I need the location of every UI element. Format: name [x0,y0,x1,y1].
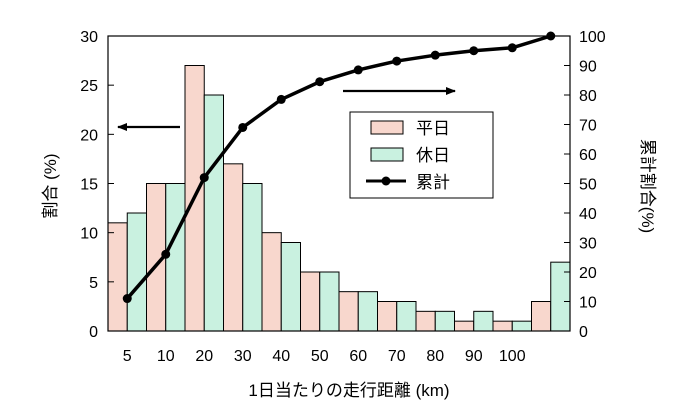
bar-holiday-10 [473,310,494,332]
bar-weekday-12 [531,301,552,332]
left-tick-label: 20 [80,127,98,144]
cumulative-point-11 [507,43,517,53]
bars-layer [107,65,571,332]
legend: 平日 休日 累計 [349,111,494,199]
legend-label-holiday: 休日 [416,146,450,165]
x-tick-label: 50 [311,348,329,365]
bar-holiday-3 [203,94,224,332]
bar-holiday-4 [242,183,263,332]
bar-holiday-5 [280,242,301,332]
x-tick-label: 5 [123,348,132,365]
legend-label-cumulative: 累計 [416,173,450,192]
bar-weekday-1 [107,222,128,332]
right-tick-label: 20 [579,265,597,282]
x-tick-label: 20 [195,348,213,365]
x-tick-label: 60 [349,348,367,365]
right-tick-label: 30 [579,236,597,253]
x-axis-title: 1日当たりの走行距離 (km) [248,381,449,400]
left-tick-label: 30 [80,29,98,46]
cumulative-point-3 [199,173,209,183]
bar-holiday-7 [357,291,378,332]
right-axis: 0 10 20 30 40 50 60 70 80 90 100 [564,29,606,341]
bar-holiday-6 [319,271,340,332]
bar-weekday-9 [415,310,436,332]
right-tick-label: 80 [579,88,597,105]
x-tick-label: 10 [157,348,175,365]
bar-weekday-8 [377,301,398,332]
bar-holiday-8 [396,301,417,332]
legend-label-weekday: 平日 [416,119,450,138]
bar-holiday-11 [511,320,532,332]
right-tick-label: 50 [579,177,597,194]
cumulative-point-7 [353,65,363,75]
x-tick-label: 40 [272,348,290,365]
cumulative-line-layer [122,31,556,304]
left-axis-title: 割合 (%) [41,153,60,218]
legend-swatch-holiday [370,147,404,162]
left-tick-label: 10 [80,226,98,243]
right-tick-label: 70 [579,118,597,135]
left-tick-label: 5 [89,275,98,292]
bar-weekday-4 [223,163,244,332]
cumulative-point-8 [392,56,402,66]
left-tick-label: 25 [80,78,98,95]
cumulative-point-6 [315,77,325,87]
x-tick-label: 80 [426,348,444,365]
bar-holiday-9 [434,310,455,332]
legend-marker-cumulative [381,176,391,186]
right-tick-label: 10 [579,295,597,312]
x-tick-label: 70 [388,348,406,365]
cumulative-point-2 [161,249,171,259]
x-tick-label: 90 [465,348,483,365]
bar-weekday-7 [338,291,359,332]
right-tick-label: 60 [579,147,597,164]
bar-weekday-6 [300,271,321,332]
right-tick-label: 0 [579,324,588,341]
x-tick-label: 100 [499,348,526,365]
bar-weekday-11 [492,320,513,332]
right-tick-label: 90 [579,59,597,76]
bar-holiday-1 [126,212,147,332]
right-tick-label: 100 [579,29,606,46]
x-tick-label: 30 [234,348,252,365]
cumulative-line [125,34,552,300]
cumulative-point-10 [469,46,479,56]
cumulative-point-5 [276,94,286,104]
right-axis-title: 累計割合(%) [638,139,657,233]
cumulative-point-1 [122,294,132,304]
legend-swatch-weekday [370,120,404,135]
bar-weekday-5 [261,232,282,332]
left-tick-label: 0 [89,324,98,341]
x-axis: 5 10 20 30 40 50 60 70 80 90 100 [123,348,526,365]
cumulative-point-9 [430,50,440,60]
left-tick-label: 15 [80,177,98,194]
right-tick-label: 40 [579,206,597,223]
cumulative-point-4 [238,122,248,132]
left-axis: 0 5 10 15 20 25 30 [80,29,114,341]
bar-weekday-10 [454,320,475,332]
